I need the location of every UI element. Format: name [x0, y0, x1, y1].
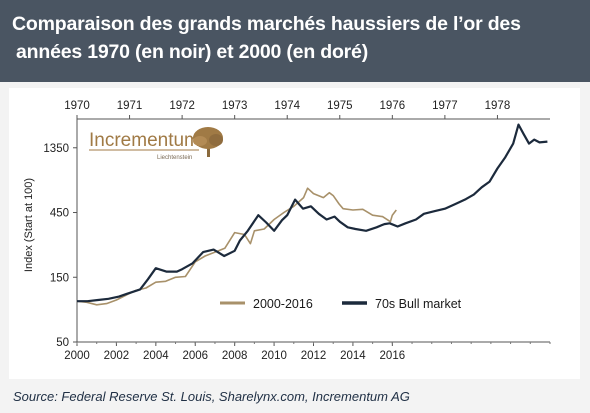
top-tick-label: 1978 [485, 100, 511, 112]
legend-label-70s: 70s Bull market [375, 297, 462, 311]
y-tick-label: 450 [50, 208, 69, 220]
legend-label-2000: 2000-2016 [253, 297, 313, 311]
title-line-1: Comparaison des grands marchés haussiers… [12, 13, 521, 35]
bottom-tick-label: 2012 [301, 350, 327, 362]
logo-name: Incrementum [89, 130, 200, 151]
top-tick-label: 1970 [64, 100, 90, 112]
bottom-tick-label: 2000 [64, 350, 90, 362]
top-x-axis: 1970 1971 1972 1973 1974 1975 1976 1977 1978 [64, 100, 550, 120]
top-tick-label: 1973 [222, 100, 248, 112]
y-axis: 50 150 450 1350 [43, 119, 78, 349]
bottom-tick-label: 2016 [380, 350, 406, 362]
bottom-tick-label: 2010 [261, 350, 287, 362]
top-tick-label: 1977 [432, 100, 458, 112]
bottom-tick-label: 2008 [222, 350, 248, 362]
source-note: Source: Federal Reserve St. Louis, Share… [13, 389, 410, 404]
top-tick-label: 1975 [327, 100, 353, 112]
bottom-x-axis: 2000 2002 2004 2006 2008 2010 2012 2014 2016 [64, 341, 551, 362]
legend: 2000-2016 70s Bull market [220, 297, 462, 311]
title-banner: Comparaison des grands marchés haussiers… [0, 0, 590, 82]
logo-subtitle: Liechtenstein [157, 155, 192, 161]
bottom-tick-label: 2014 [340, 350, 366, 362]
y-tick-label: 50 [56, 337, 69, 349]
top-tick-label: 1974 [274, 100, 300, 112]
chart-panel: 1970 1971 1972 1973 1974 1975 1976 1977 1978 200… [9, 88, 580, 379]
gold-bull-market-chart: 1970 1971 1972 1973 1974 1975 1976 1977 1978 200… [23, 100, 551, 362]
tree-icon [193, 127, 223, 157]
bottom-tick-label: 2002 [104, 350, 130, 362]
bottom-tick-label: 2004 [143, 350, 169, 362]
title-line-2: années 1970 (en noir) et 2000 (en doré) [16, 41, 368, 63]
top-tick-label: 1976 [380, 100, 406, 112]
bottom-tick-label: 2006 [182, 350, 208, 362]
top-tick-label: 1971 [117, 100, 143, 112]
y-tick-label: 1350 [43, 143, 69, 155]
y-axis-label: Index (Start at 100) [23, 178, 35, 272]
top-tick-label: 1972 [169, 100, 195, 112]
y-tick-label: 150 [50, 272, 69, 284]
series-lines [76, 123, 548, 306]
series-70s-bull-line [77, 123, 548, 303]
incrementum-logo: Incrementum Liechtenstein [89, 127, 223, 161]
